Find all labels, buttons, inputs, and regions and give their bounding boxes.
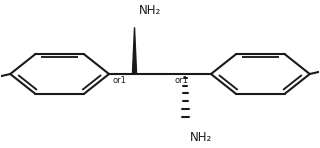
Polygon shape	[132, 27, 137, 74]
Text: NH₂: NH₂	[190, 131, 212, 144]
Text: or1: or1	[174, 76, 188, 85]
Text: or1: or1	[113, 76, 126, 85]
Text: NH₂: NH₂	[139, 4, 162, 17]
